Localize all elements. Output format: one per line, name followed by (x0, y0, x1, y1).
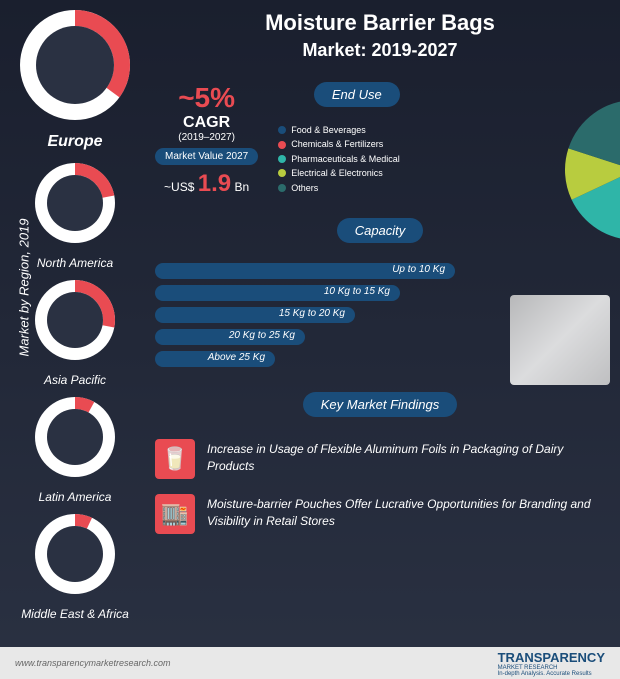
bar-label: 15 Kg to 20 Kg (279, 308, 345, 319)
region-donut: Asia Pacific (20, 280, 130, 387)
region-label: Europe (20, 133, 130, 151)
region-label: North America (20, 256, 130, 270)
legend-dot (278, 155, 286, 163)
capacity-bar: Up to 10 Kg (155, 263, 455, 279)
market-value-label: Market Value 2027 (155, 148, 258, 165)
stats-row: ~5% CAGR (2019–2027) Market Value 2027 ~… (155, 82, 605, 198)
footer-logo: TRANSPARENCY MARKET RESEARCH In-depth An… (498, 650, 605, 677)
capacity-bar-row: Up to 10 Kg (155, 263, 605, 279)
title-line1: Moisture Barrier Bags (265, 10, 495, 35)
capacity-pill: Capacity (337, 218, 424, 243)
region-donut: North America (20, 163, 130, 270)
region-axis-label: Market by Region, 2019 (17, 218, 32, 356)
legend-label: Others (291, 181, 318, 195)
end-use-legend: Food & BeveragesChemicals & FertilizersP… (278, 123, 400, 195)
findings-pill: Key Market Findings (303, 392, 458, 417)
region-donut: Europe (20, 10, 130, 151)
capacity-bar: 20 Kg to 25 Kg (155, 329, 305, 345)
end-use-pie (565, 100, 620, 245)
region-donut: Middle East & Africa (20, 514, 130, 621)
legend-item: Electrical & Electronics (278, 166, 400, 180)
infographic-container: Market by Region, 2019 Europe North Amer… (0, 0, 620, 679)
finding-icon: 🥛 (155, 439, 195, 479)
legend-dot (278, 184, 286, 192)
region-label: Asia Pacific (20, 373, 130, 387)
region-donut: Latin America (20, 397, 130, 504)
finding-text: Moisture-barrier Pouches Offer Lucrative… (207, 494, 605, 530)
legend-item: Chemicals & Fertilizers (278, 137, 400, 151)
finding-item: 🏬 Moisture-barrier Pouches Offer Lucrativ… (155, 494, 605, 534)
bar-label: 10 Kg to 15 Kg (324, 286, 390, 297)
region-panel: Market by Region, 2019 Europe North Amer… (0, 0, 150, 679)
finding-icon: 🏬 (155, 494, 195, 534)
end-use-pill: End Use (314, 82, 400, 107)
cagr-value: ~5% (155, 82, 258, 114)
bar-label: Up to 10 Kg (392, 264, 445, 275)
legend-label: Food & Beverages (291, 123, 366, 137)
bar-label: Above 25 Kg (208, 352, 265, 363)
market-value: ~US$ 1.9 Bn (155, 170, 258, 198)
mv-amount: 1.9 (198, 170, 231, 197)
legend-item: Pharmaceuticals & Medical (278, 152, 400, 166)
finding-item: 🥛 Increase in Usage of Flexible Aluminum … (155, 439, 605, 479)
capacity-bar: Above 25 Kg (155, 351, 275, 367)
legend-dot (278, 141, 286, 149)
legend-dot (278, 126, 286, 134)
infographic-title: Moisture Barrier Bags Market: 2019-2027 (155, 10, 605, 62)
footer: www.transparencymarketresearch.com TRANS… (0, 647, 620, 679)
finding-text: Increase in Usage of Flexible Aluminum F… (207, 439, 605, 475)
region-label: Middle East & Africa (20, 607, 130, 621)
legend-item: Food & Beverages (278, 123, 400, 137)
mv-prefix: ~US$ (164, 180, 194, 194)
cagr-period: (2019–2027) (155, 132, 258, 143)
capacity-bar: 10 Kg to 15 Kg (155, 285, 400, 301)
bar-label: 20 Kg to 25 Kg (229, 330, 295, 341)
footer-url: www.transparencymarketresearch.com (15, 658, 171, 668)
legend-label: Pharmaceuticals & Medical (291, 152, 400, 166)
legend-label: Chemicals & Fertilizers (291, 137, 383, 151)
legend-dot (278, 169, 286, 177)
end-use-block: End Use Food & BeveragesChemicals & Fert… (278, 82, 400, 195)
cagr-block: ~5% CAGR (2019–2027) Market Value 2027 ~… (155, 82, 258, 198)
capacity-bar: 15 Kg to 20 Kg (155, 307, 355, 323)
bag-image (510, 295, 610, 385)
main-panel: Moisture Barrier Bags Market: 2019-2027 … (150, 0, 620, 679)
legend-item: Others (278, 181, 400, 195)
title-line2: Market: 2019-2027 (302, 40, 457, 60)
region-label: Latin America (20, 490, 130, 504)
findings-block: Key Market Findings 🥛 Increase in Usage o… (155, 392, 605, 534)
cagr-label: CAGR (155, 114, 258, 132)
legend-label: Electrical & Electronics (291, 166, 383, 180)
mv-unit: Bn (234, 180, 249, 194)
